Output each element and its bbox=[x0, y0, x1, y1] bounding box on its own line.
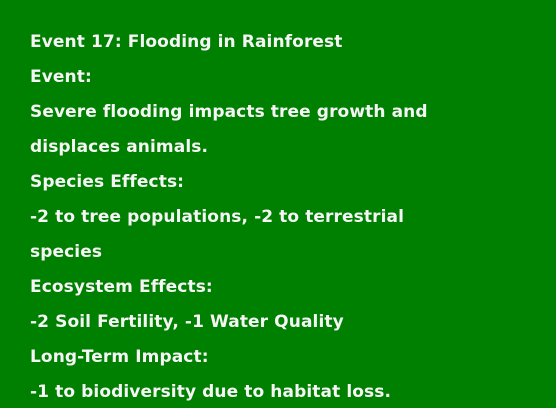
species-effects-heading: Species Effects: bbox=[30, 172, 185, 192]
event-heading: Event: bbox=[30, 67, 92, 87]
long-term-impact-heading: Long-Term Impact: bbox=[30, 347, 209, 367]
species-effects-line-1: -2 to tree populations, -2 to terrestria… bbox=[30, 207, 404, 227]
event-description-line-2: displaces animals. bbox=[30, 137, 209, 157]
event-title: Event 17: Flooding in Rainforest bbox=[30, 32, 343, 52]
ecosystem-effects-text: -2 Soil Fertility, -1 Water Quality bbox=[30, 312, 344, 332]
ecosystem-effects-heading: Ecosystem Effects: bbox=[30, 277, 213, 297]
long-term-impact-text: -1 to biodiversity due to habitat loss. bbox=[30, 382, 392, 402]
event-description-line-1: Severe flooding impacts tree growth and bbox=[30, 102, 428, 122]
species-effects-line-2: species bbox=[30, 242, 103, 262]
